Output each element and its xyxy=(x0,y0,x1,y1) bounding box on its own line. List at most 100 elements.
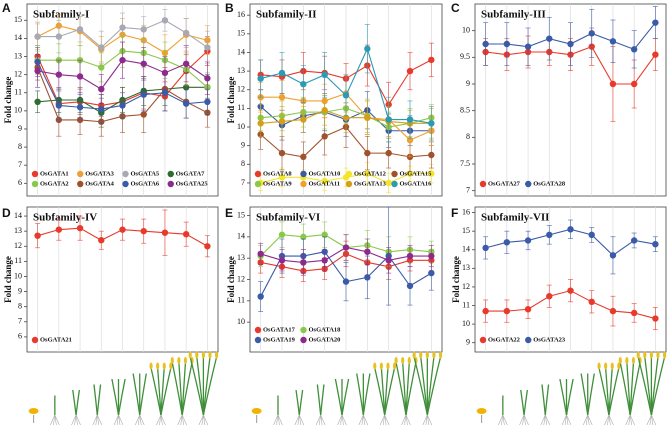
root xyxy=(363,414,366,426)
root xyxy=(587,414,593,426)
data-point xyxy=(321,71,328,79)
leaf xyxy=(629,362,641,416)
root xyxy=(299,414,302,426)
data-point xyxy=(567,226,574,233)
root xyxy=(137,414,141,426)
data-point xyxy=(524,306,532,313)
root xyxy=(582,414,588,426)
plant-illustration xyxy=(50,395,60,426)
legend-label: OsGATA18 xyxy=(309,326,342,333)
leaf xyxy=(644,356,653,416)
leaf xyxy=(384,367,396,416)
data-point xyxy=(204,98,211,106)
data-point xyxy=(652,19,659,26)
root xyxy=(405,414,411,426)
root xyxy=(564,414,567,426)
data-point xyxy=(140,91,147,98)
ear xyxy=(214,351,219,359)
root xyxy=(139,414,145,426)
plant-illustration xyxy=(559,378,574,426)
leaf xyxy=(181,362,193,416)
data-point xyxy=(278,149,286,157)
root xyxy=(177,414,183,426)
y-tick-label: 7.5 xyxy=(460,159,470,168)
y-tick-label: 11 xyxy=(462,300,470,309)
leaf xyxy=(139,373,147,416)
root xyxy=(156,414,162,426)
root xyxy=(646,414,652,426)
leaf xyxy=(196,356,205,416)
leaf xyxy=(356,373,364,416)
y-tick-label: 13 xyxy=(14,51,22,60)
legend-label: OsGATA9 xyxy=(263,180,292,187)
data-point xyxy=(524,43,532,50)
root xyxy=(384,414,387,426)
data-point xyxy=(630,309,638,317)
data-point xyxy=(503,239,511,246)
root xyxy=(625,414,631,426)
y-tick-label: 16 xyxy=(237,10,245,19)
leaf xyxy=(75,389,80,416)
plant-illustration xyxy=(636,351,667,426)
y-tick-label: 8 xyxy=(241,159,245,168)
legend-marker xyxy=(300,180,307,188)
y-tick-label: 13 xyxy=(14,226,22,235)
root xyxy=(203,414,206,426)
leaf xyxy=(334,378,343,416)
y-tick-label: 11 xyxy=(237,103,245,112)
ear xyxy=(162,362,166,370)
data-point xyxy=(300,153,307,161)
y-tick-label: 13 xyxy=(237,253,245,262)
root xyxy=(201,414,204,426)
y-tick-label: 10 xyxy=(237,317,245,326)
ear xyxy=(617,362,621,370)
data-point xyxy=(300,80,307,88)
data-point xyxy=(55,226,63,233)
root xyxy=(405,414,408,426)
ear xyxy=(386,362,390,370)
legend-label: OsGATA4 xyxy=(85,180,114,187)
y-tick-label: 16 xyxy=(462,207,470,216)
data-point xyxy=(364,170,371,177)
legend-marker xyxy=(525,180,532,188)
y-tick-label: 9 xyxy=(18,124,22,133)
legend-marker xyxy=(300,170,307,178)
y-tick-label: 15 xyxy=(237,210,245,219)
leaf xyxy=(298,389,304,416)
panel-title: Subfamily-VI xyxy=(256,212,320,224)
root xyxy=(54,414,60,426)
ear xyxy=(407,357,411,364)
y-tick-label: 14 xyxy=(14,33,22,42)
data-point xyxy=(364,149,371,157)
plant-illustration xyxy=(356,373,371,426)
root xyxy=(629,414,635,426)
root xyxy=(340,414,343,426)
legend-label: OsGATA16 xyxy=(400,180,433,187)
root xyxy=(341,414,347,426)
leaf xyxy=(650,356,659,416)
y-tick-label: 14 xyxy=(462,245,470,254)
data-point xyxy=(588,30,595,37)
data-point xyxy=(140,26,147,33)
ear xyxy=(392,362,397,370)
data-point xyxy=(161,229,169,236)
legend-marker xyxy=(300,336,307,344)
panel-letter: D xyxy=(2,206,11,220)
root xyxy=(139,414,142,426)
root xyxy=(566,414,569,426)
leaf xyxy=(316,384,322,416)
root xyxy=(404,414,407,426)
root xyxy=(422,414,428,426)
data-point xyxy=(300,233,307,241)
legend-marker xyxy=(479,180,487,188)
data-point xyxy=(630,237,638,244)
ear xyxy=(412,351,416,359)
legend-marker xyxy=(254,180,262,188)
data-point xyxy=(482,244,489,252)
data-point xyxy=(34,98,41,106)
data-point xyxy=(609,252,617,259)
data-point xyxy=(428,151,435,159)
plant-illustration xyxy=(28,408,39,423)
y-tick-label: 10 xyxy=(237,122,245,131)
